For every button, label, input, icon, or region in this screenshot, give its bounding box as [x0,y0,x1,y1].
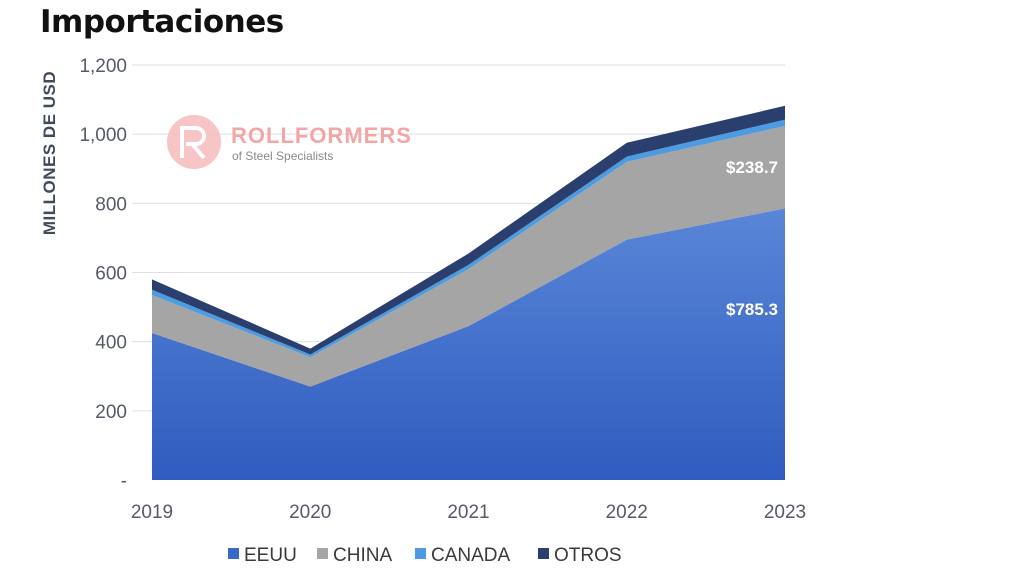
legend-swatch-canada [415,548,426,559]
y-tick-label: 200 [95,402,127,423]
watermark-logo [167,115,221,169]
area-eeuu [152,208,785,480]
area-otros [152,105,785,355]
page-title: Importaciones [40,4,284,40]
x-tick-label: 2022 [606,502,648,523]
y-tick-label: - [121,471,127,492]
legend-label-otros: OTROS [554,545,622,566]
data-label-china: $238.7 [726,158,778,177]
legend-swatch-eeuu [228,548,239,559]
watermark-brand: ROLLFORMERS [231,123,412,148]
legend-label-eeuu: EEUU [244,545,297,566]
y-tick-label: 600 [95,264,127,285]
x-tick-label: 2020 [289,502,331,523]
watermark-tagline: of Steel Specialists [232,149,333,163]
x-tick-label: 2021 [447,502,489,523]
legend-label-canada: CANADA [431,545,511,566]
y-axis-label: MILLONES DE USD [40,71,59,235]
area-china [152,125,785,387]
y-tick-label: 1,200 [79,56,127,77]
legend-label-china: CHINA [333,545,392,566]
y-tick-label: 1,000 [79,125,127,146]
data-label-eeuu: $785.3 [726,300,778,319]
legend-swatch-china [317,548,328,559]
logo-r-icon [180,126,206,160]
x-tick-label: 2019 [131,502,173,523]
y-tick-label: 400 [95,333,127,354]
legend-swatch-otros [538,548,549,559]
x-tick-label: 2023 [764,502,806,523]
y-tick-label: 800 [95,194,127,215]
